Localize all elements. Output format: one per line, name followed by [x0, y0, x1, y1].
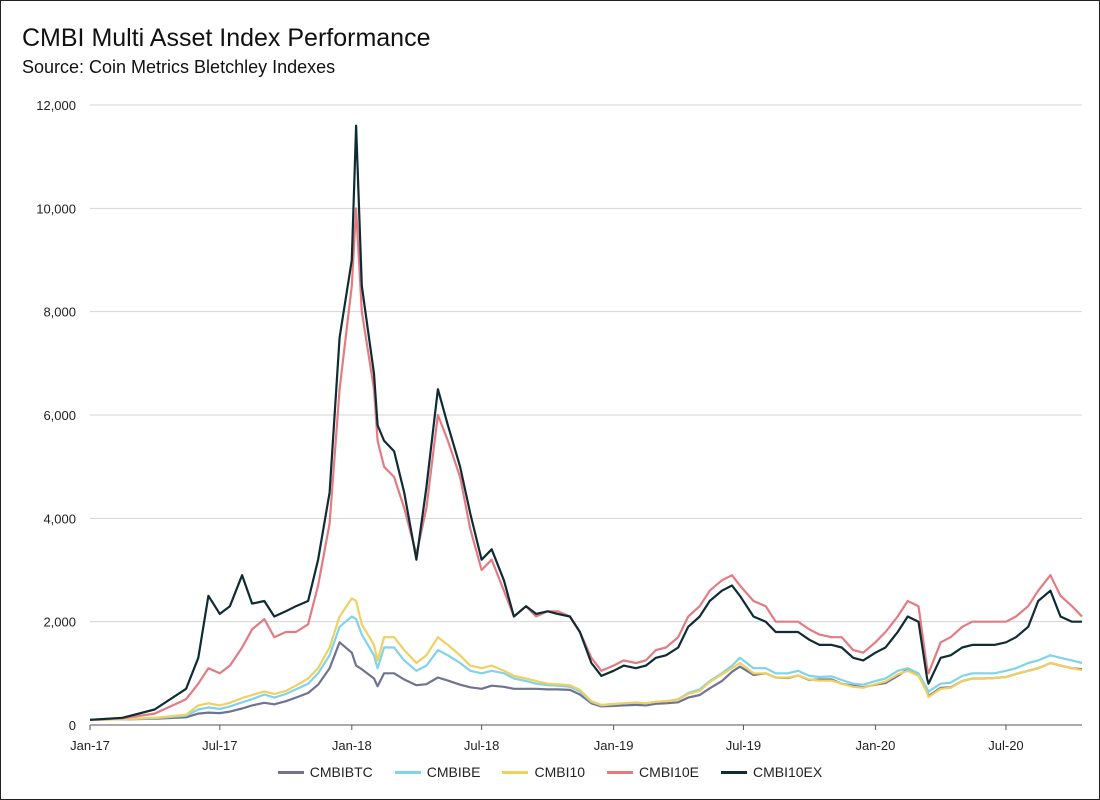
legend-swatch	[277, 770, 304, 774]
x-tick-label: Jan-20	[856, 738, 896, 753]
legend: CMBIBTC CMBIBE CMBI10 CMBI10E CMBI10EX	[0, 764, 1100, 780]
x-tick-label: Jan-18	[332, 738, 372, 753]
y-tick-label: 10,000	[36, 201, 76, 216]
series-lines	[89, 124, 1083, 721]
grid-lines	[90, 104, 1082, 623]
legend-item-cmbi10e: CMBI10E	[607, 764, 699, 780]
y-tick-label: 8,000	[43, 305, 76, 320]
legend-item-cmbibtc: CMBIBTC	[277, 764, 373, 780]
x-tick-label: Jul-20	[988, 738, 1023, 753]
legend-label: CMBI10EX	[752, 764, 823, 780]
y-tick-label: 4,000	[43, 511, 76, 526]
legend-swatch	[394, 770, 421, 774]
x-axis: Jan-17 Jul-17 Jan-18 Jul-18 Jan-19 Jul-19 Jan-…	[70, 724, 1082, 753]
series-line-cmbibe	[89, 615, 1083, 721]
legend-label: CMBIBE	[426, 764, 481, 780]
legend-item-cmbi10ex: CMBI10EX	[720, 764, 823, 780]
legend-swatch	[720, 770, 747, 774]
legend-swatch	[502, 770, 529, 774]
chart-title: CMBI Multi Asset Index Performance	[22, 24, 431, 52]
y-tick-label: 0	[69, 718, 76, 733]
legend-label: CMBI10	[534, 764, 586, 780]
series-line-cmbi10e	[89, 207, 1083, 721]
x-tick-label: Jul-18	[464, 738, 499, 753]
legend-label: CMBIBTC	[309, 764, 373, 780]
x-tick-label: Jul-19	[726, 738, 761, 753]
series-line-cmbi10	[89, 597, 1083, 721]
x-tick-label: Jan-17	[70, 738, 110, 753]
x-tick-label: Jul-17	[202, 738, 237, 753]
x-tick-label: Jan-19	[594, 738, 634, 753]
y-tick-label: 2,000	[43, 615, 76, 630]
legend-label: CMBI10E	[639, 764, 699, 780]
chart-subtitle: Source: Coin Metrics Bletchley Indexes	[22, 57, 336, 77]
legend-swatch	[607, 770, 634, 774]
series-line-cmbi10ex	[89, 124, 1082, 721]
legend-item-cmbi10: CMBI10	[502, 764, 585, 780]
y-tick-label: 6,000	[43, 408, 76, 423]
y-axis: 0 2,000 4,000 6,000 8,000 10,000 12,000	[36, 98, 76, 733]
legend-item-cmbibe: CMBIBE	[394, 764, 481, 780]
y-tick-label: 12,000	[36, 98, 76, 113]
